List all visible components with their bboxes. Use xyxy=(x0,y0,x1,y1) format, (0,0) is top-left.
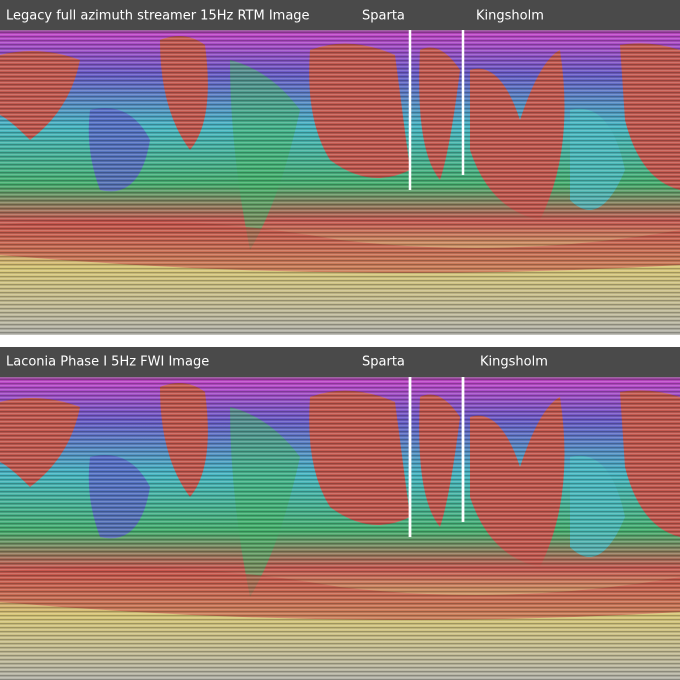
well-label: Sparta xyxy=(362,9,405,24)
panel-top: Legacy full azimuth streamer 15Hz RTM Im… xyxy=(0,0,680,335)
panel-title: Legacy full azimuth streamer 15Hz RTM Im… xyxy=(6,9,310,24)
panel-title: Laconia Phase I 5Hz FWI Image xyxy=(6,355,209,370)
well-label: Sparta xyxy=(362,355,405,370)
well-track xyxy=(408,377,465,537)
well-label: Kingsholm xyxy=(476,9,544,24)
seismic-image xyxy=(0,0,680,335)
seismic-image xyxy=(0,347,680,680)
well-label: Kingsholm xyxy=(480,355,548,370)
panel-bottom: Laconia Phase I 5Hz FWI Image Sparta Kin… xyxy=(0,347,680,680)
